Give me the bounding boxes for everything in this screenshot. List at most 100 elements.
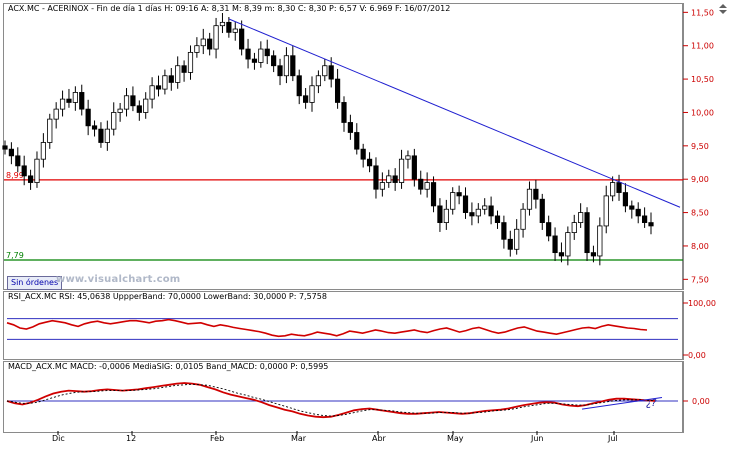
candle-body: [168, 75, 174, 83]
x-tick-label: Dic: [52, 434, 65, 443]
price-header: ACX.MC - ACERINOX - Fin de día 1 días H:…: [8, 4, 451, 13]
candle-body: [475, 208, 481, 217]
candle-body: [27, 175, 34, 183]
candle-body: [514, 228, 520, 250]
candle-body: [334, 78, 341, 103]
candle-body: [328, 65, 334, 80]
candle-body: [271, 55, 277, 67]
candle-body: [162, 75, 168, 90]
x-tick-label: Jun: [531, 434, 544, 443]
macd-header: MACD_ACX.MC MACD: -0,0006 MediaSIG: 0,01…: [8, 362, 329, 371]
level-label: 7,79: [6, 251, 24, 260]
candle-body: [123, 95, 130, 110]
candle-body: [136, 105, 142, 113]
candle-body: [360, 148, 366, 160]
scroll-arrows-icon[interactable]: [718, 3, 728, 15]
candle-body: [251, 58, 258, 63]
candle-body: [386, 175, 392, 183]
candle-body: [462, 195, 469, 213]
candle-body: [21, 165, 27, 177]
candle-body: [207, 38, 213, 50]
macd-line: [6, 382, 656, 419]
candle-body: [501, 222, 507, 240]
candle-body: [526, 188, 533, 210]
candle-body: [91, 125, 98, 130]
candle-body: [264, 48, 270, 57]
candle-body: [520, 208, 526, 230]
x-tick-label: Feb: [210, 434, 225, 443]
macd-tick-label: 0,00: [692, 397, 710, 406]
candle-body: [405, 155, 411, 160]
candle-body: [597, 225, 603, 257]
candle-body: [309, 85, 315, 103]
candle-body: [111, 112, 117, 130]
candle-body: [245, 48, 251, 60]
candle-body: [450, 192, 456, 210]
rsi-header: RSI_ACX.MC RSI: 45,0638 UppperBand: 70,0…: [8, 292, 327, 301]
candle-body: [79, 92, 85, 110]
candle-body: [488, 205, 494, 217]
x-tick-label: Abr: [372, 434, 386, 443]
candle-body: [590, 252, 597, 257]
candle-body: [424, 182, 430, 190]
price-tick-label: 7,50: [691, 275, 709, 284]
candle-body: [98, 128, 104, 143]
signal-line: [6, 383, 655, 417]
candle-body: [219, 21, 226, 27]
candle-body: [411, 155, 417, 180]
candle-body: [104, 128, 110, 143]
candle-body: [354, 132, 360, 150]
candle-body: [629, 205, 635, 210]
price-tick-label: 11,00: [691, 42, 714, 51]
price-tick-label: 10,00: [691, 108, 714, 117]
candle-body: [648, 222, 654, 227]
candle-body: [558, 252, 565, 257]
rsi-tick-label: 100,00: [688, 299, 716, 308]
price-tick-label: 9,50: [691, 142, 709, 151]
price-tick-label: 8,50: [691, 209, 709, 218]
candle-body: [469, 212, 475, 217]
candle-body: [642, 215, 648, 223]
candle-body: [571, 222, 577, 234]
candle-body: [143, 98, 149, 113]
candle-body: [322, 65, 328, 77]
candle-body: [341, 102, 347, 123]
candle-body: [610, 182, 616, 197]
x-tick-label: Mar: [291, 434, 307, 443]
candle-body: [8, 148, 14, 157]
price-plot: 8,99 7,79: [2, 13, 683, 266]
candle-body: [635, 208, 641, 217]
macd-plot: [6, 382, 678, 419]
candle-body: [181, 65, 187, 73]
candle-body: [622, 192, 629, 207]
macd-panel[interactable]: [3, 361, 683, 433]
candle-body: [239, 28, 245, 50]
candle-body: [347, 122, 353, 133]
orders-button[interactable]: Sin órdenes: [7, 276, 63, 290]
candle-body: [552, 235, 558, 254]
candle-body: [443, 208, 449, 223]
rsi-panel[interactable]: [3, 291, 683, 360]
candle-body: [175, 65, 181, 83]
candle-body: [398, 158, 405, 183]
candle-body: [85, 108, 91, 127]
macd-trend-line: [581, 397, 663, 410]
rsi-line: [6, 318, 648, 338]
candle-body: [194, 45, 200, 53]
candle-body: [66, 98, 72, 103]
price-tick-label: 10,50: [691, 75, 714, 84]
candle-body: [2, 145, 8, 150]
watermark: www.visualchart.com: [56, 274, 181, 285]
candle-body: [379, 182, 385, 190]
candle-body: [277, 65, 283, 77]
candle-body: [373, 165, 379, 190]
candle-body: [130, 95, 136, 107]
candle-body: [213, 25, 219, 50]
candle-body: [258, 48, 264, 63]
candle-body: [565, 232, 571, 257]
candle-body: [482, 205, 488, 210]
candle-body: [72, 92, 78, 103]
candle-body: [366, 158, 373, 167]
candle-body: [603, 195, 609, 227]
